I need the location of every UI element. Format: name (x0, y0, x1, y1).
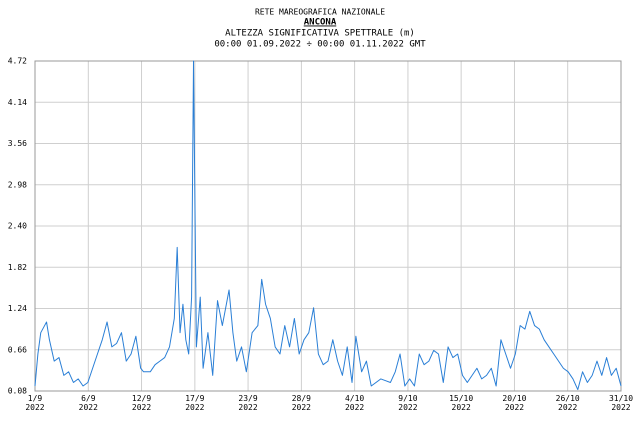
x-tick-label: 6/9 2022 (78, 394, 98, 412)
x-tick-label: 28/9 2022 (291, 394, 311, 412)
chart-title: ANCONA (304, 18, 337, 28)
y-tick-label: 0.08 (8, 387, 27, 396)
y-tick-label: 2.98 (8, 180, 27, 189)
x-tick-label: 4/10 2022 (344, 394, 365, 412)
y-tick-label: 2.40 (8, 222, 27, 231)
y-tick-label: 4.72 (8, 57, 27, 66)
period: 00:00 01.09.2022 ÷ 00:00 01.11.2022 GMT (214, 40, 426, 50)
data-line (34, 60, 622, 391)
plot-border (34, 60, 622, 392)
y-tick-label: 1.24 (8, 304, 27, 313)
x-tick-label: 31/10 2022 (608, 394, 634, 412)
y-tick-label: 3.56 (8, 139, 27, 148)
y-tick-label: 0.66 (8, 345, 27, 354)
y-tick-label: 4.14 (8, 98, 27, 107)
x-tick-label: 20/10 2022 (502, 394, 527, 412)
x-tick-label: 26/10 2022 (555, 394, 580, 412)
x-tick-label: 1/9 2022 (25, 394, 45, 412)
subtitle: ALTEZZA SIGNIFICATIVA SPETTRALE (m) (225, 29, 415, 39)
x-tick-label: 23/9 2022 (238, 394, 258, 412)
x-tick-label: 15/10 2022 (449, 394, 474, 412)
x-tick-label: 12/9 2022 (131, 394, 152, 412)
x-tick-label: 9/10 2022 (398, 394, 418, 412)
x-tick-label: 17/9 2022 (185, 394, 205, 412)
supertitle: RETE MAREOGRAFICA NAZIONALE (255, 8, 385, 17)
y-tick-label: 1.82 (8, 263, 27, 272)
